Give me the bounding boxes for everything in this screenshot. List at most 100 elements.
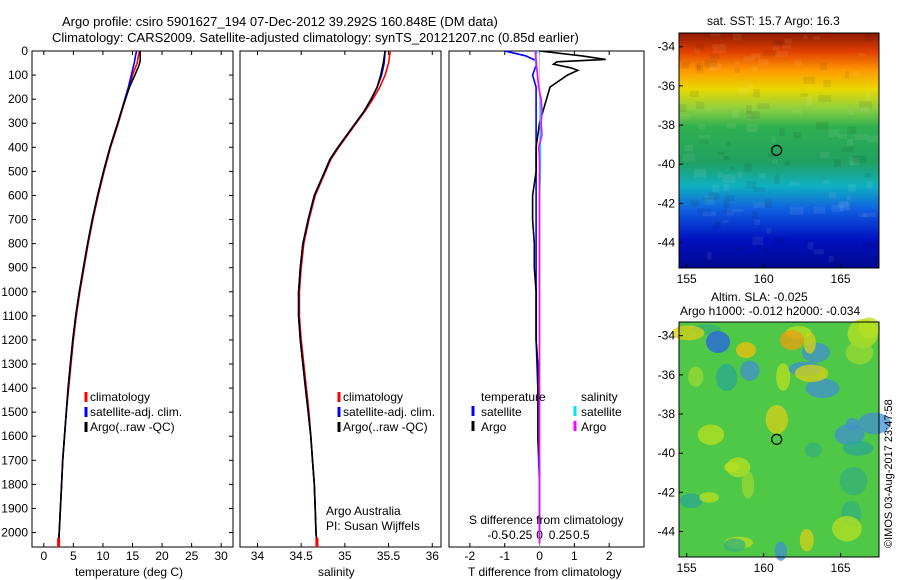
series-line-salinity_argo	[534, 50, 543, 544]
sst-map-title: sat. SST: 15.7 Argo: 16.3	[707, 14, 840, 28]
sst-map-texture	[679, 33, 880, 262]
legend-climatology-label: climatology	[343, 390, 403, 404]
texture-cell	[734, 68, 740, 73]
map-x-tick-label: 155	[677, 561, 697, 575]
difference-panel: -2 -1 0 1 2 -0.5-0.25 0 0.25 0.5 S difference f…	[448, 50, 645, 579]
annotation-line-2: PI: Susan Wijffels	[326, 519, 420, 533]
salinity-series	[297, 50, 392, 547]
texture-blob	[857, 412, 891, 435]
texture-cell	[838, 134, 847, 139]
depth-tick-label: 800	[8, 237, 28, 251]
texture-blob	[706, 331, 730, 353]
imos-timestamp: ©IMOS 03-Aug-2017 23:47:58	[883, 399, 895, 548]
x-tick-label: 35.5	[377, 549, 401, 563]
s-tick-label: -0.25	[505, 528, 533, 542]
texture-cell	[803, 76, 816, 84]
texture-cell	[694, 48, 701, 54]
texture-cell	[757, 103, 770, 110]
texture-cell	[766, 227, 772, 234]
texture-cell	[695, 64, 704, 74]
texture-blob	[697, 424, 725, 445]
texture-cell	[751, 210, 758, 219]
texture-cell	[706, 251, 712, 260]
sla-map-ticks: 155 160 165 -34 -36 -38 -40 -42 -44	[658, 329, 851, 575]
texture-cell	[699, 140, 708, 144]
texture-cell	[865, 92, 871, 101]
map-y-tick-label: -40	[658, 446, 676, 460]
texture-cell	[693, 168, 707, 178]
x-tick-label: 35	[338, 549, 352, 563]
texture-cell	[781, 44, 791, 49]
texture-cell	[754, 219, 760, 225]
texture-cell	[723, 199, 731, 208]
legend-t-satellite-label: satellite	[481, 405, 522, 419]
texture-cell	[730, 165, 735, 171]
texture-blob	[858, 317, 880, 339]
texture-cell	[818, 94, 832, 102]
x-tick-label: 20	[155, 549, 169, 563]
texture-cell	[854, 134, 868, 140]
texture-cell	[758, 58, 769, 66]
texture-cell	[784, 160, 790, 166]
depth-tick-label: 2000	[1, 526, 28, 540]
texture-cell	[737, 87, 747, 95]
sst-map-panel: sat. SST: 15.7 Argo: 16.3 155 160 165 -34 -3…	[658, 14, 880, 286]
texture-cell	[717, 172, 723, 178]
texture-cell	[862, 241, 876, 250]
header-line-1: Argo profile: csiro 5901627_194 07-Dec-2…	[62, 14, 498, 29]
texture-cell	[710, 33, 721, 37]
texture-cell	[820, 151, 830, 159]
sla-map-frame	[678, 321, 880, 558]
texture-cell	[681, 62, 690, 69]
texture-blob	[736, 342, 756, 358]
texture-blob	[741, 470, 755, 499]
texture-cell	[706, 107, 713, 113]
legend-s-argo-label: Argo	[581, 420, 607, 434]
texture-cell	[752, 236, 764, 246]
texture-blob	[671, 325, 705, 341]
texture-cell	[771, 136, 776, 143]
texture-cell	[853, 70, 860, 77]
depth-tick-label: 400	[8, 140, 28, 154]
map-y-tick-label: -34	[658, 329, 676, 343]
texture-cell	[848, 160, 854, 165]
texture-cell	[858, 213, 867, 218]
texture-cell	[867, 135, 880, 143]
x-tick-label: -2	[465, 549, 476, 563]
sla-map-title-2: Argo h1000: -0.012 h2000: -0.034	[680, 304, 860, 318]
texture-blob	[688, 366, 704, 387]
texture-cell	[762, 49, 777, 57]
texture-cell	[723, 184, 730, 191]
texture-blob	[839, 466, 868, 496]
temperature-axes-frame	[31, 50, 234, 548]
s-tick-label: 0.5	[573, 528, 590, 542]
texture-cell	[713, 221, 721, 230]
texture-blob	[799, 528, 814, 552]
texture-cell	[806, 96, 813, 106]
texture-cell	[823, 79, 831, 88]
depth-tick-label: 600	[8, 188, 28, 202]
texture-cell	[828, 256, 834, 262]
texture-cell	[759, 173, 766, 179]
texture-blob	[845, 340, 874, 365]
argo-position-marker	[771, 433, 783, 445]
texture-cell	[680, 113, 691, 120]
map-x-tick-label: 165	[831, 272, 851, 286]
legend-climatology-label: climatology	[90, 390, 150, 404]
texture-cell	[773, 39, 783, 47]
map-y-tick-label: -38	[658, 118, 676, 132]
texture-cell	[745, 111, 751, 121]
texture-cell	[779, 127, 785, 137]
map-y-tick-label: -44	[658, 525, 676, 539]
sst-map-field	[679, 33, 879, 268]
x-tick-label: 0	[40, 549, 47, 563]
depth-tick-label: 1000	[1, 285, 28, 299]
texture-cell	[695, 101, 705, 109]
salinity-xlabel: salinity	[318, 565, 355, 579]
depth-tick-label: 100	[8, 68, 28, 82]
texture-blob	[834, 424, 865, 446]
texture-cell	[820, 62, 827, 71]
x-tick-label: 34	[251, 549, 265, 563]
texture-cell	[828, 129, 840, 138]
x-tick-label: 34.5	[289, 549, 313, 563]
